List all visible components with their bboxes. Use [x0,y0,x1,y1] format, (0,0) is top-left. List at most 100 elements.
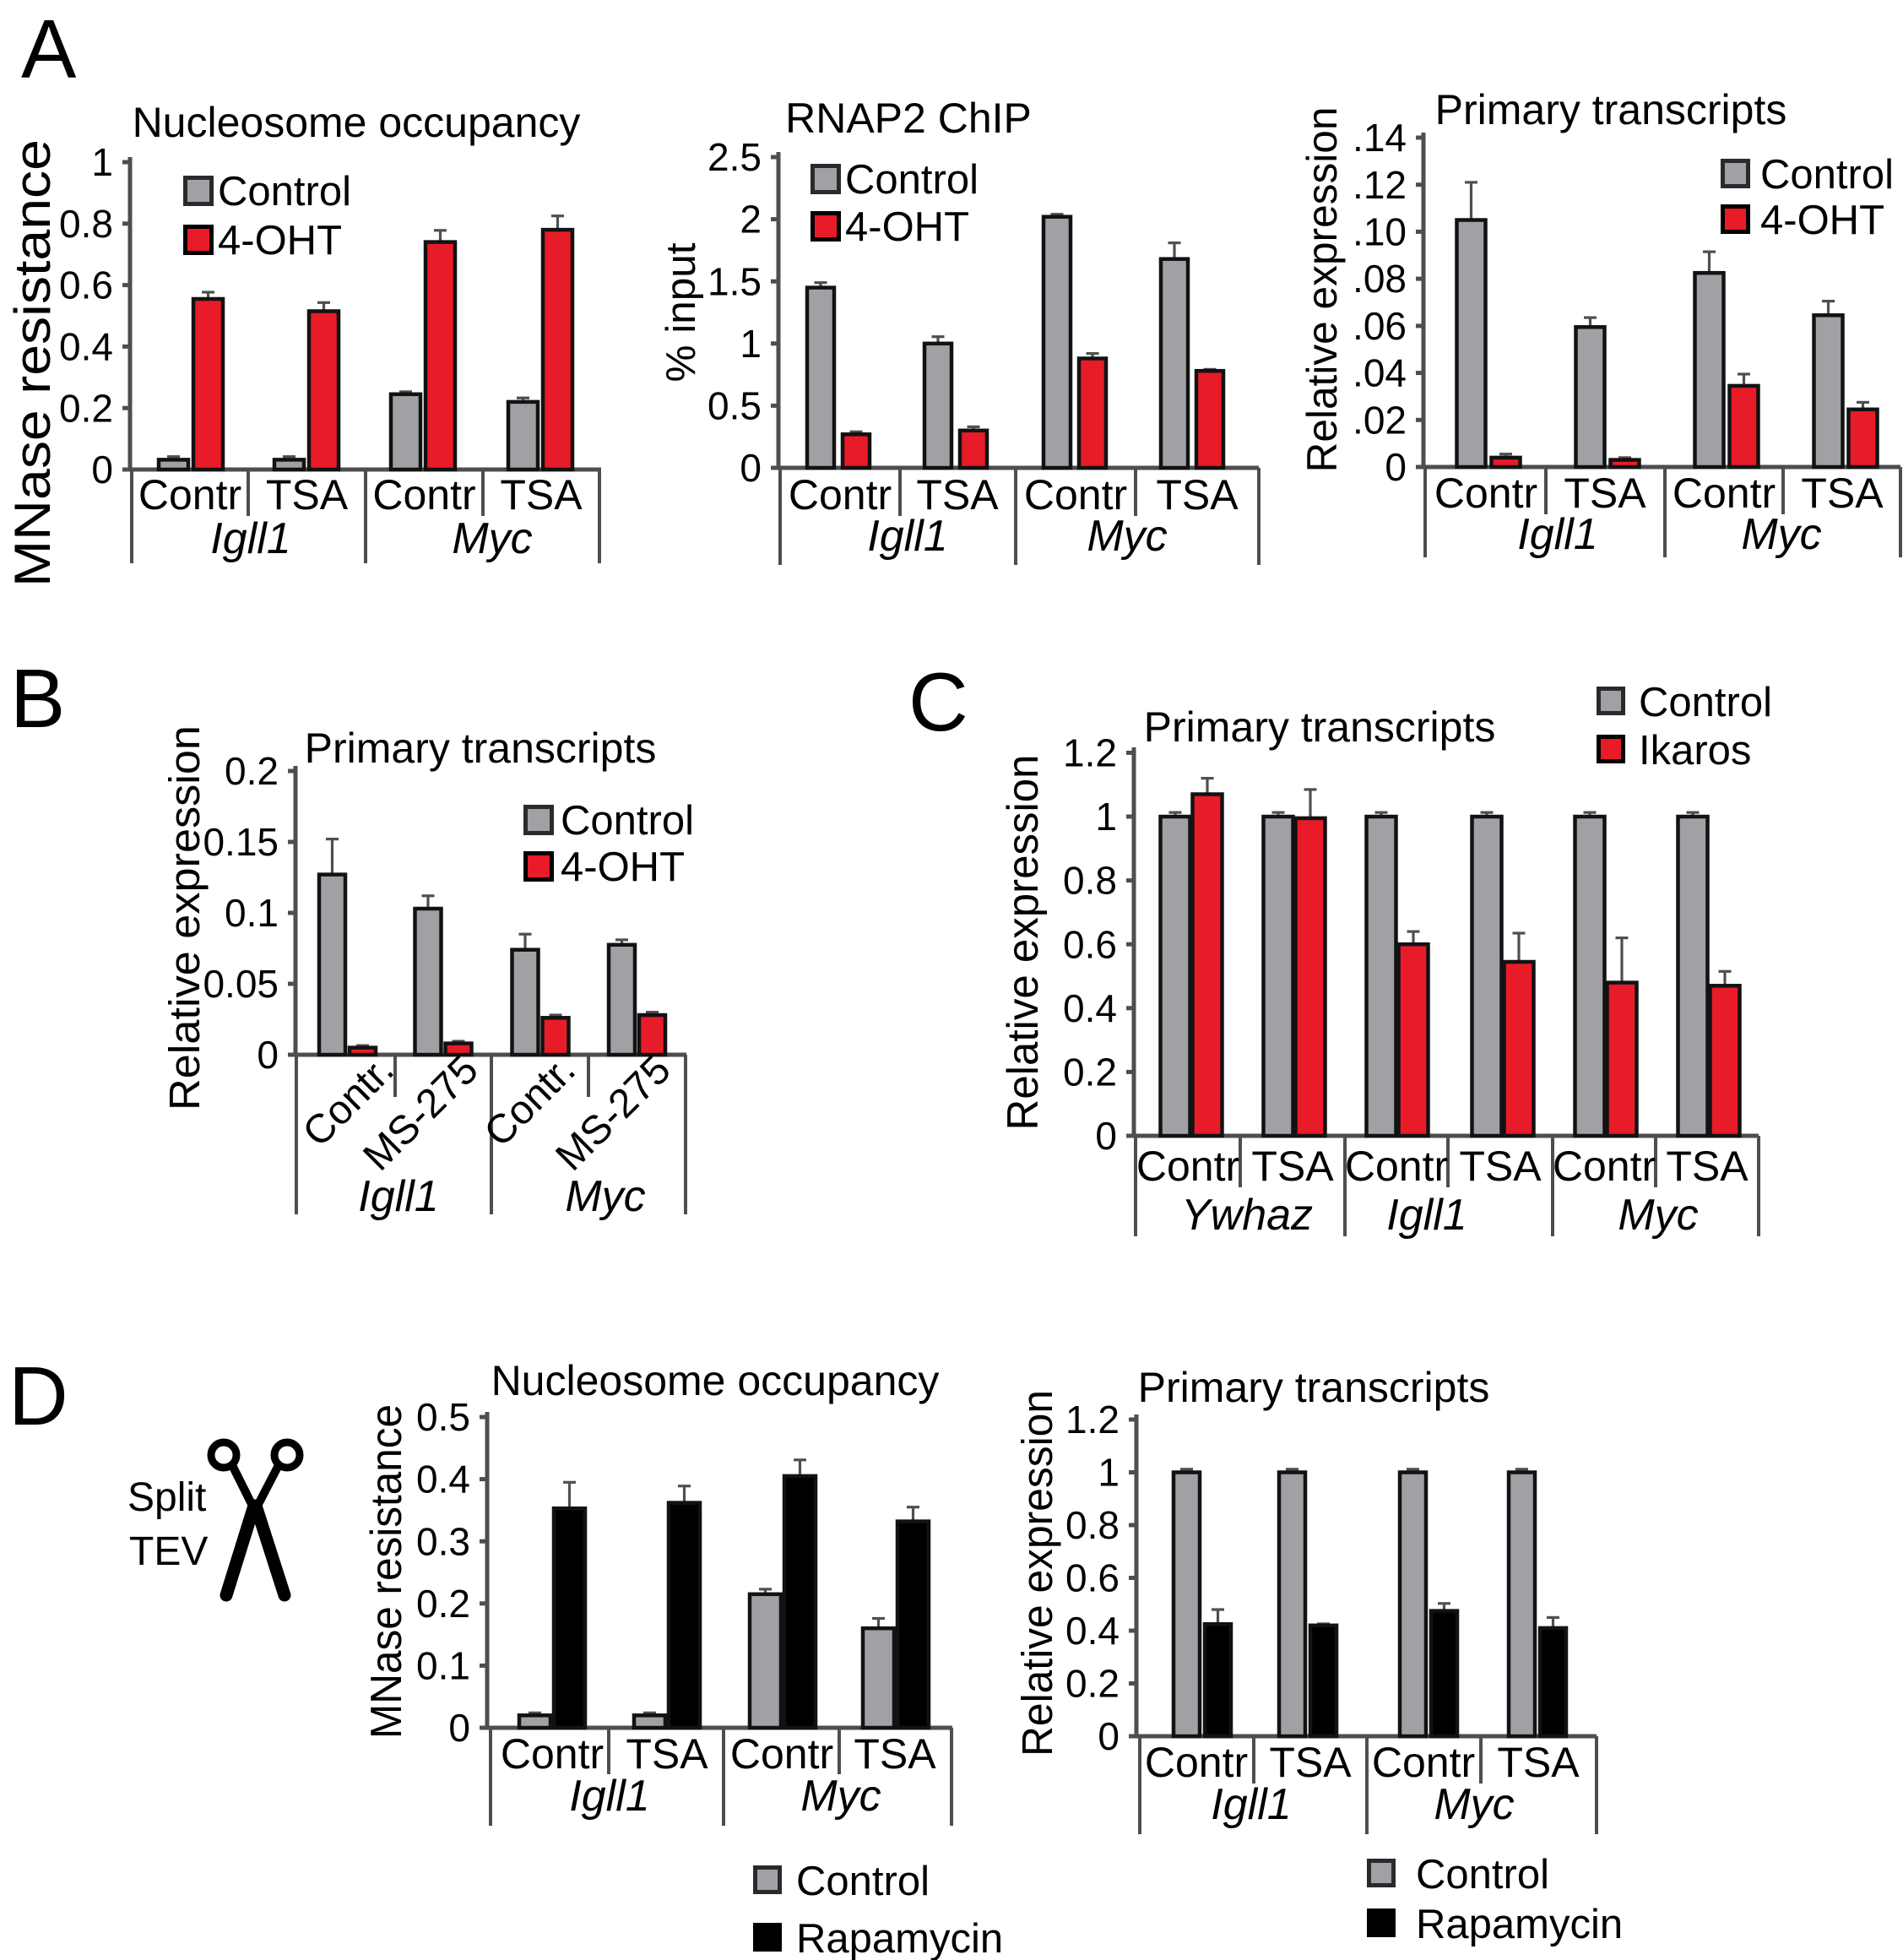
svg-text:0.2: 0.2 [1065,1662,1120,1706]
svg-text:.08: .08 [1353,257,1407,301]
svg-text:Contr: Contr [789,471,892,519]
svg-text:0: 0 [1385,445,1407,489]
svg-text:.04: .04 [1353,351,1407,395]
svg-text:Nucleosome occupancy: Nucleosome occupancy [491,1357,940,1404]
svg-text:TSA: TSA [626,1730,708,1778]
svg-text:Contr: Contr [730,1730,833,1778]
svg-text:Nucleosome occupancy: Nucleosome occupancy [133,99,581,146]
svg-text:0.3: 0.3 [416,1519,470,1563]
svg-text:0.6: 0.6 [1065,1556,1120,1600]
svg-text:1: 1 [740,322,762,366]
svg-text:Ikaros: Ikaros [1639,728,1751,774]
svg-text:0.4: 0.4 [416,1458,470,1501]
svg-text:Myc: Myc [565,1172,645,1221]
svg-text:4-OHT: 4-OHT [845,204,969,250]
svg-text:Primary transcripts: Primary transcripts [1144,703,1496,751]
svg-text:Control: Control [796,1859,930,1904]
svg-text:0.6: 0.6 [1063,922,1117,966]
svg-text:Contr: Contr [1145,1739,1248,1786]
svg-text:4-OHT: 4-OHT [1760,198,1884,243]
svg-text:Relative expression: Relative expression [999,755,1048,1131]
svg-text:0: 0 [91,448,113,491]
svg-text:0.5: 0.5 [708,384,762,428]
svg-text:4-OHT: 4-OHT [561,844,685,890]
svg-text:TSA: TSA [1269,1739,1352,1786]
svg-text:TSA: TSA [854,1730,936,1778]
svg-text:Relative expression: Relative expression [1013,1390,1061,1756]
svg-text:Contr: Contr [501,1730,604,1778]
svg-text:.12: .12 [1353,163,1407,207]
svg-text:% input: % input [659,242,704,382]
svg-text:0: 0 [257,1033,279,1077]
svg-text:TSA: TSA [1497,1739,1580,1786]
svg-text:Control: Control [1416,1852,1549,1898]
svg-text:Contr: Contr [372,471,475,519]
svg-text:0.1: 0.1 [225,891,279,935]
svg-text:TSA: TSA [500,471,583,519]
svg-text:Myc: Myc [1741,510,1821,559]
svg-text:Contr: Contr [1024,471,1127,519]
svg-text:Split: Split [127,1475,206,1520]
svg-text:Contr: Contr [1553,1143,1656,1190]
svg-text:Rapamycin: Rapamycin [796,1916,1003,1960]
svg-text:TSA: TSA [1666,1143,1748,1190]
svg-text:Contr: Contr [138,471,241,519]
svg-text:1.2: 1.2 [1065,1398,1120,1441]
svg-text:Control: Control [561,798,694,844]
svg-text:.02: .02 [1353,398,1407,442]
svg-text:TSA: TSA [1801,470,1884,517]
svg-text:Igll1: Igll1 [1211,1780,1291,1829]
svg-text:4-OHT: 4-OHT [218,218,342,263]
svg-text:Relative expression: Relative expression [160,725,209,1110]
svg-text:Ywhaz: Ywhaz [1181,1191,1313,1240]
svg-text:Control: Control [218,169,351,214]
svg-text:A: A [21,3,77,95]
svg-text:0: 0 [1098,1714,1120,1758]
svg-text:TSA: TSA [1564,470,1646,517]
svg-text:Primary transcripts: Primary transcripts [1435,86,1787,133]
svg-text:.14: .14 [1353,116,1407,160]
svg-text:0.8: 0.8 [1063,859,1117,903]
svg-text:0.15: 0.15 [203,820,279,864]
svg-text:Myc: Myc [1618,1191,1698,1240]
svg-text:0: 0 [448,1706,470,1750]
svg-text:0.4: 0.4 [1065,1609,1120,1653]
svg-text:B: B [10,652,65,745]
svg-text:0.8: 0.8 [59,202,113,246]
svg-text:Igll1: Igll1 [569,1772,649,1821]
svg-text:Contr: Contr [1673,470,1776,517]
svg-text:TSA: TSA [266,471,349,519]
svg-text:RNAP2 ChIP: RNAP2 ChIP [785,95,1032,142]
svg-text:2.5: 2.5 [708,135,762,179]
svg-text:0.6: 0.6 [59,263,113,307]
svg-text:Igll1: Igll1 [358,1172,438,1221]
svg-text:Control: Control [845,157,979,203]
svg-text:Contr: Contr [1372,1739,1475,1786]
svg-text:Control: Control [1760,152,1894,198]
svg-text:Igll1: Igll1 [1517,510,1597,559]
svg-text:Contr: Contr [1345,1143,1448,1190]
svg-text:0.2: 0.2 [416,1582,470,1626]
svg-text:Myc: Myc [1087,512,1167,561]
svg-text:Primary transcripts: Primary transcripts [1138,1364,1490,1411]
svg-text:Control: Control [1639,680,1772,725]
svg-text:0.2: 0.2 [1063,1051,1117,1094]
svg-text:MNase resistance: MNase resistance [362,1404,411,1739]
svg-text:0: 0 [740,446,762,490]
svg-text:0.2: 0.2 [59,386,113,430]
svg-text:0.5: 0.5 [416,1395,470,1439]
svg-text:2: 2 [740,198,762,242]
svg-text:1.2: 1.2 [1063,731,1117,775]
svg-text:1: 1 [1098,1451,1120,1495]
svg-text:0.4: 0.4 [59,325,113,369]
svg-text:Myc: Myc [800,1772,881,1821]
svg-text:MNase resistance: MNase resistance [4,139,61,587]
svg-text:Igll1: Igll1 [210,514,290,563]
svg-text:TEV: TEV [129,1529,208,1574]
svg-text:0.2: 0.2 [225,749,279,793]
svg-text:Rapamycin: Rapamycin [1416,1902,1623,1947]
svg-text:0.8: 0.8 [1065,1503,1120,1547]
svg-text:D: D [8,1349,68,1442]
svg-text:TSA: TSA [1251,1143,1334,1190]
svg-text:0: 0 [1095,1114,1117,1158]
